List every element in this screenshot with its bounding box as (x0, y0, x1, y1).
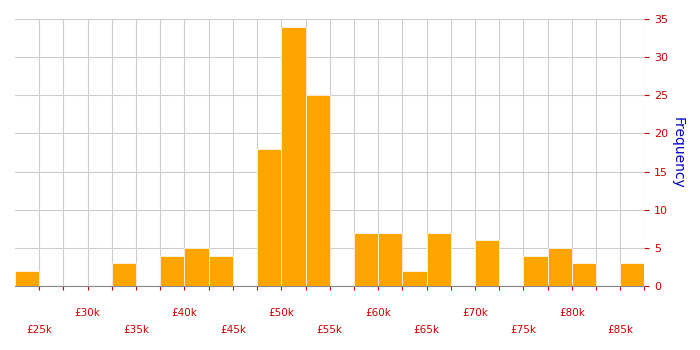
Bar (185, 248, 209, 286)
Text: £85k: £85k (608, 325, 634, 335)
Text: £70k: £70k (462, 308, 488, 319)
Text: £65k: £65k (414, 325, 440, 335)
Text: £80k: £80k (559, 308, 584, 319)
Bar (15, 271, 39, 286)
Bar (426, 233, 451, 286)
Bar (354, 233, 378, 286)
Text: £25k: £25k (26, 325, 52, 335)
Text: £45k: £45k (220, 325, 246, 335)
Bar (402, 271, 426, 286)
Bar (524, 256, 547, 286)
Bar (547, 248, 572, 286)
Text: £35k: £35k (123, 325, 149, 335)
Bar (160, 256, 185, 286)
Bar (281, 27, 305, 286)
Text: £50k: £50k (268, 308, 294, 319)
Bar (620, 263, 645, 286)
Text: £40k: £40k (172, 308, 197, 319)
Bar (112, 263, 136, 286)
Bar (209, 256, 233, 286)
Text: £60k: £60k (365, 308, 391, 319)
Text: £30k: £30k (75, 308, 101, 319)
Bar (475, 240, 499, 286)
Bar (257, 149, 281, 286)
Bar (378, 233, 402, 286)
Bar (305, 95, 330, 286)
Y-axis label: Frequency: Frequency (671, 117, 685, 188)
Text: £55k: £55k (316, 325, 343, 335)
Text: £75k: £75k (510, 325, 536, 335)
Bar (572, 263, 596, 286)
